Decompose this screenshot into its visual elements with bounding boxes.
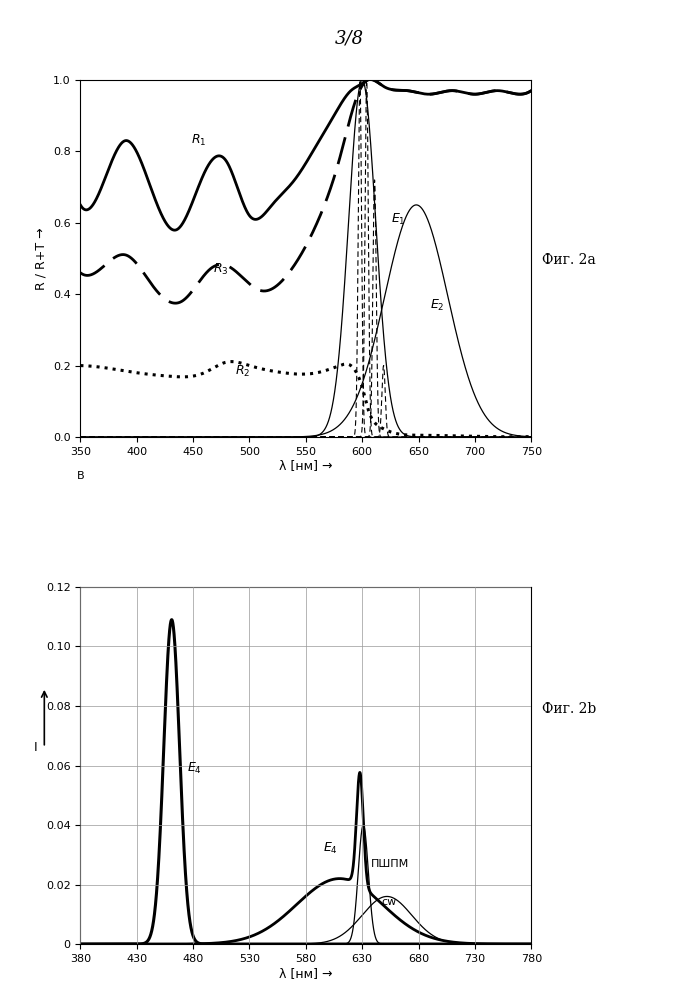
Text: I: I: [34, 741, 37, 754]
Text: Фиг. 2a: Фиг. 2a: [542, 253, 596, 267]
Text: $E_4$: $E_4$: [187, 760, 202, 775]
X-axis label: λ [нм] →: λ [нм] →: [279, 460, 333, 473]
Text: cw: cw: [382, 897, 396, 907]
Text: $E_4$: $E_4$: [323, 841, 338, 856]
Text: ПШПМ: ПШПМ: [371, 859, 410, 869]
Text: $E_1$: $E_1$: [391, 212, 406, 227]
X-axis label: λ [нм] →: λ [нм] →: [279, 967, 333, 980]
Text: $R_1$: $R_1$: [191, 133, 206, 148]
Text: 3/8: 3/8: [335, 30, 364, 48]
Text: $E_2$: $E_2$: [430, 298, 445, 313]
Text: $R_3$: $R_3$: [213, 262, 229, 277]
Y-axis label: R / R+T →: R / R+T →: [34, 227, 48, 290]
Text: B: B: [77, 471, 84, 481]
Text: Фиг. 2b: Фиг. 2b: [542, 702, 596, 716]
Text: $R_2$: $R_2$: [235, 364, 250, 379]
